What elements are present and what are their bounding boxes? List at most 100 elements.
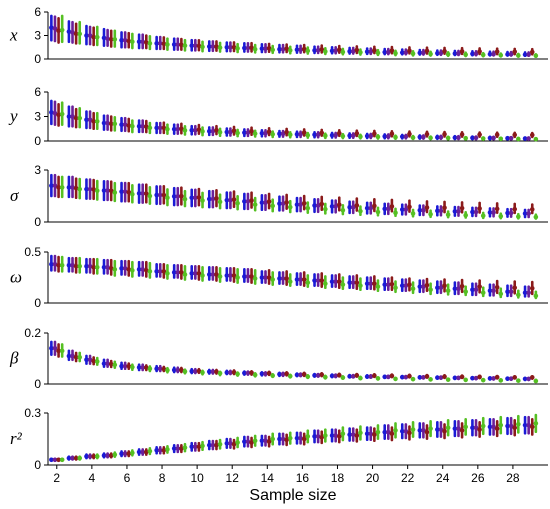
data-point — [263, 438, 268, 444]
data-point — [494, 132, 500, 138]
data-point — [372, 47, 377, 53]
data-point — [143, 191, 149, 196]
panel-2: 0 3 6 y — [8, 85, 548, 148]
data-point — [136, 124, 142, 129]
data-point — [143, 365, 149, 370]
data-point — [112, 37, 118, 42]
data-point — [417, 50, 423, 56]
data-point — [112, 190, 118, 195]
data-point — [108, 121, 114, 127]
data-point — [301, 130, 307, 135]
data-point — [70, 353, 75, 359]
data-point — [305, 434, 311, 439]
data-point — [263, 46, 268, 51]
data-point — [206, 44, 212, 49]
data-point — [193, 444, 198, 450]
data-point — [477, 206, 482, 211]
data-point — [516, 136, 521, 142]
data-point — [280, 131, 286, 137]
data-point — [108, 188, 114, 194]
data-point — [389, 48, 395, 53]
data-point — [368, 431, 374, 437]
data-point — [52, 346, 58, 351]
series-3 — [56, 102, 535, 139]
data-point — [375, 284, 381, 289]
data-point — [154, 41, 159, 46]
data-point — [399, 50, 405, 55]
data-point — [171, 194, 177, 199]
data-point — [214, 196, 219, 201]
data-point — [403, 374, 409, 380]
data-point — [136, 39, 142, 45]
data-point — [456, 426, 461, 431]
data-point — [508, 289, 514, 295]
data-point — [284, 200, 289, 205]
data-point — [375, 376, 381, 381]
series-3 — [56, 343, 535, 380]
data-point — [372, 131, 377, 136]
data-point — [196, 444, 202, 450]
series-1 — [49, 415, 528, 463]
data-point — [487, 51, 493, 57]
data-point — [228, 370, 233, 375]
data-point — [358, 134, 363, 139]
data-point — [305, 205, 311, 211]
data-point — [70, 114, 75, 119]
data-point — [147, 366, 153, 372]
data-point — [206, 369, 212, 375]
data-point — [438, 135, 444, 140]
y-tick-label: 3 — [34, 163, 41, 177]
data-point — [200, 198, 205, 203]
data-point — [329, 132, 335, 138]
data-point — [428, 211, 433, 217]
data-point — [105, 265, 110, 270]
data-point — [217, 129, 223, 135]
data-point — [470, 135, 475, 141]
data-point — [147, 269, 153, 274]
data-point — [368, 281, 374, 286]
data-point — [105, 361, 110, 366]
data-point — [298, 277, 303, 282]
data-point — [323, 133, 328, 139]
data-point — [364, 374, 370, 379]
data-point — [529, 49, 535, 55]
data-point — [533, 378, 539, 384]
data-point — [189, 195, 195, 201]
data-point — [217, 441, 223, 447]
data-point — [354, 131, 360, 136]
data-point — [389, 131, 395, 137]
data-point — [59, 185, 65, 190]
data-point — [140, 365, 145, 370]
data-point — [59, 262, 65, 268]
data-point — [410, 135, 416, 140]
data-point — [112, 121, 118, 127]
data-point — [77, 115, 83, 121]
x-tick-label: 14 — [261, 471, 275, 485]
data-point — [477, 374, 482, 380]
data-point — [263, 200, 268, 205]
data-point — [529, 285, 535, 291]
data-point — [52, 457, 58, 463]
data-point — [287, 132, 293, 138]
data-point — [284, 276, 289, 281]
series-2 — [52, 415, 531, 463]
y-tick-label: 0.3 — [24, 406, 41, 420]
data-point — [526, 136, 531, 141]
data-point — [480, 136, 486, 141]
data-point — [340, 49, 346, 55]
data-point — [112, 362, 118, 368]
data-point — [101, 361, 107, 366]
data-point — [329, 373, 335, 379]
data-point — [91, 454, 96, 459]
data-point — [231, 128, 237, 134]
data-point — [73, 31, 79, 37]
data-point — [231, 441, 237, 447]
data-point — [389, 281, 395, 287]
data-point — [235, 130, 240, 136]
data-point — [165, 367, 170, 373]
data-point — [49, 25, 54, 30]
data-point — [154, 269, 159, 274]
series-4 — [59, 255, 539, 300]
data-point — [56, 348, 61, 354]
data-point — [487, 424, 493, 430]
